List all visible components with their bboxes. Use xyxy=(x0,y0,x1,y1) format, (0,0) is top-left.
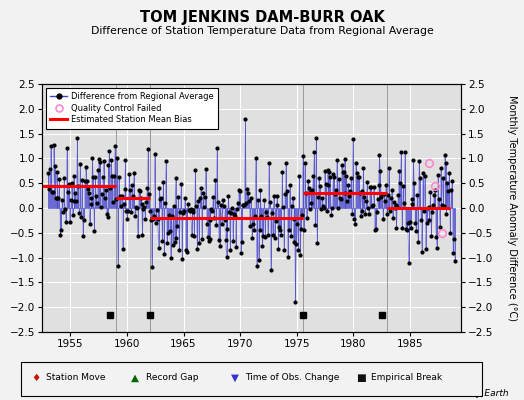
Text: ♦: ♦ xyxy=(31,373,41,383)
Legend: Difference from Regional Average, Quality Control Failed, Estimated Station Mean: Difference from Regional Average, Qualit… xyxy=(46,88,218,128)
Text: ■: ■ xyxy=(356,373,366,383)
Text: ▼: ▼ xyxy=(231,373,238,383)
Text: ▲: ▲ xyxy=(131,373,139,383)
Text: Berkeley Earth: Berkeley Earth xyxy=(442,389,508,398)
Text: Time of Obs. Change: Time of Obs. Change xyxy=(245,374,340,382)
Text: Difference of Station Temperature Data from Regional Average: Difference of Station Temperature Data f… xyxy=(91,26,433,36)
Text: Record Gap: Record Gap xyxy=(146,374,198,382)
Text: TOM JENKINS DAM-BURR OAK: TOM JENKINS DAM-BURR OAK xyxy=(139,10,385,25)
Y-axis label: Monthly Temperature Anomaly Difference (°C): Monthly Temperature Anomaly Difference (… xyxy=(507,95,517,321)
Text: Empirical Break: Empirical Break xyxy=(371,374,442,382)
Text: Station Move: Station Move xyxy=(46,374,106,382)
